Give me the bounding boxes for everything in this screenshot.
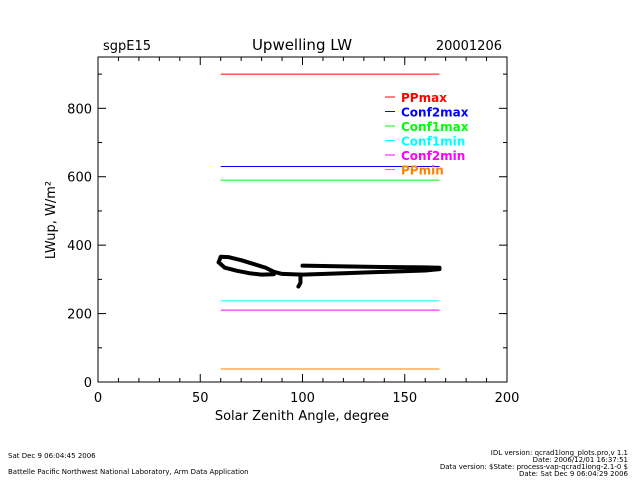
- data-series-lwup: [296, 272, 303, 289]
- footer-org: Battelle Pacific Northwest National Labo…: [8, 468, 249, 476]
- y-tick-label: 400: [67, 239, 92, 254]
- footer-idl-date: Date: 2006/12/01 16:37:51: [533, 456, 628, 464]
- y-tick-label: 600: [67, 171, 92, 186]
- legend-label-conf2min: Conf2min: [401, 149, 465, 163]
- footer-data-date: Date: Sat Dec 9 06:04:29 2006: [519, 470, 628, 478]
- x-tick-label: 50: [192, 391, 209, 406]
- y-tick-label: 200: [67, 308, 92, 323]
- x-tick-label: 0: [94, 391, 102, 406]
- date-label: 20001206: [436, 39, 502, 54]
- y-tick-label: 0: [84, 376, 92, 391]
- x-tick-label: 100: [290, 391, 315, 406]
- y-axis-label: LWup, W/m²: [44, 181, 59, 259]
- footer-data-version: Data version: $State: process-vap-qcrad1…: [440, 463, 628, 471]
- legend-label-ppmin: PPmin: [401, 164, 444, 178]
- x-tick-label: 200: [495, 391, 520, 406]
- footer-date: Sat Dec 9 06:04:45 2006: [8, 452, 96, 460]
- station-label: sgpE15: [103, 39, 151, 54]
- legend-label-conf2max: Conf2max: [401, 106, 469, 120]
- data-series-lwup: [300, 263, 442, 270]
- footer-idl-version: IDL version: qcrad1long_plots.pro,v 1.1: [491, 449, 628, 457]
- data-series-lwup: [216, 254, 442, 277]
- chart-title: Upwelling LW: [252, 36, 352, 54]
- legend-label-conf1min: Conf1min: [401, 135, 465, 149]
- x-tick-label: 150: [392, 391, 417, 406]
- legend-label-conf1max: Conf1max: [401, 120, 469, 134]
- data-series-lwup: [216, 260, 276, 277]
- legend-label-ppmax: PPmax: [401, 91, 447, 105]
- y-tick-label: 800: [67, 102, 92, 117]
- x-axis-label: Solar Zenith Angle, degree: [215, 409, 389, 424]
